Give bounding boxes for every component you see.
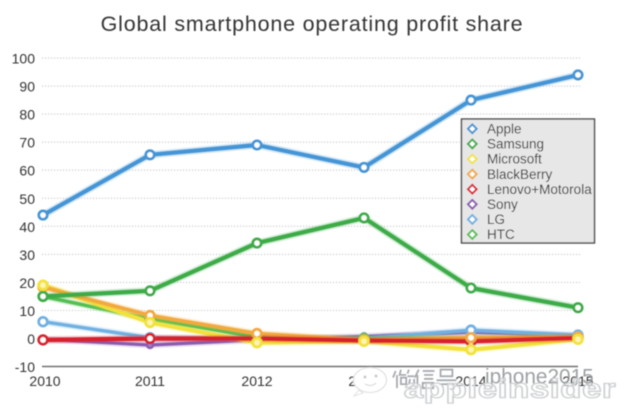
- svg-text:Global smartphone operating pr: Global smartphone operating profit share: [101, 12, 524, 36]
- svg-text:iphone2015: iphone2015: [485, 366, 594, 389]
- svg-text:60: 60: [19, 163, 35, 179]
- svg-text:2012: 2012: [241, 373, 272, 389]
- svg-text:HTC: HTC: [487, 227, 515, 242]
- svg-text:-10: -10: [15, 359, 35, 375]
- svg-text:BlackBerry: BlackBerry: [487, 167, 553, 182]
- svg-text:Microsoft: Microsoft: [487, 152, 542, 167]
- svg-text:30: 30: [19, 247, 35, 263]
- svg-text:50: 50: [19, 191, 35, 207]
- svg-text:0: 0: [27, 331, 35, 347]
- svg-text:70: 70: [19, 135, 35, 151]
- svg-text:Sony: Sony: [487, 197, 518, 212]
- svg-text:Apple: Apple: [487, 122, 522, 137]
- svg-text:40: 40: [19, 219, 35, 235]
- svg-text:2015: 2015: [562, 373, 593, 389]
- svg-text:10: 10: [19, 303, 35, 319]
- svg-text:100: 100: [12, 51, 36, 67]
- svg-text:2010: 2010: [29, 373, 60, 389]
- svg-text:90: 90: [19, 79, 35, 95]
- svg-text:2014: 2014: [455, 373, 486, 389]
- svg-text:appleinsider: appleinsider: [404, 376, 616, 404]
- svg-text:20: 20: [19, 275, 35, 291]
- svg-text:Lenovo+Motorola: Lenovo+Motorola: [487, 182, 592, 197]
- svg-text:2011: 2011: [135, 373, 165, 389]
- svg-text:LG: LG: [487, 212, 505, 227]
- svg-text:Samsung: Samsung: [487, 137, 544, 152]
- svg-text:80: 80: [19, 107, 35, 123]
